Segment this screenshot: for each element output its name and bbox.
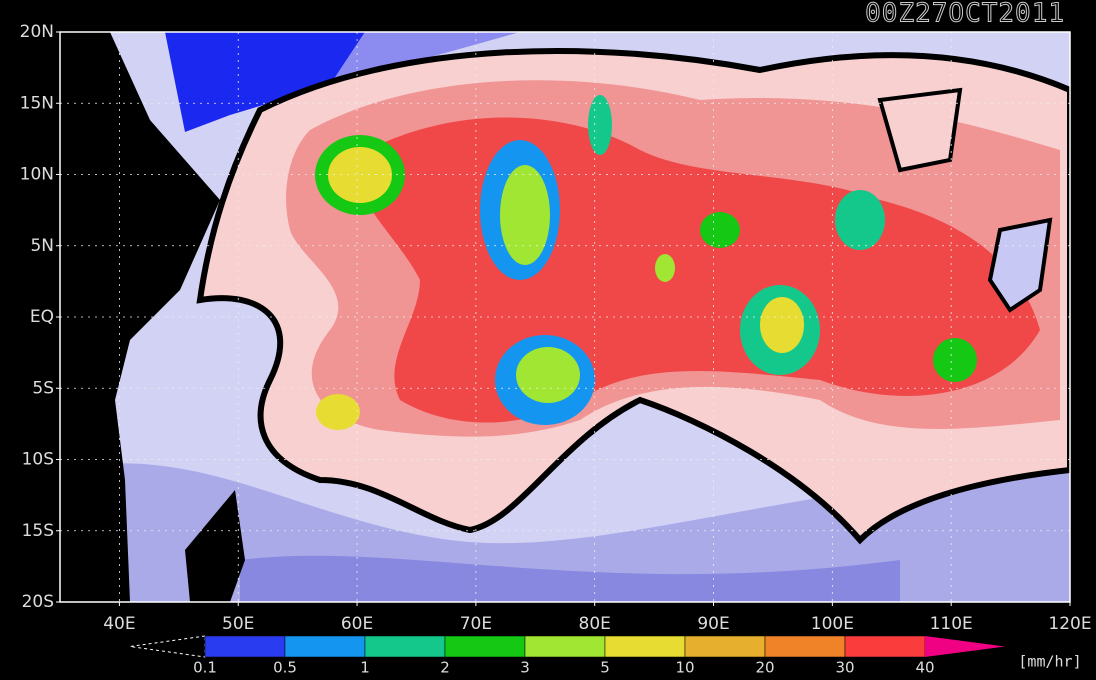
convection-cells [315, 95, 977, 430]
colorbar-label: 5 [600, 659, 610, 677]
colorbar-segment [524, 635, 606, 658]
lat-label: 5S [32, 378, 54, 398]
lon-label: 120E [1048, 614, 1091, 634]
lat-label: 10N [20, 165, 54, 185]
lon-label: 110E [930, 614, 973, 634]
colorbar-label: 30 [835, 659, 854, 677]
colorbar-segment [204, 635, 286, 658]
colorbar-label: 2 [440, 659, 450, 677]
lon-label: 40E [103, 614, 135, 634]
over-triangle [925, 636, 1005, 657]
colorbar-label: 40 [915, 659, 934, 677]
precip-field [60, 32, 1070, 602]
colorbar-segment [364, 635, 446, 658]
lon-label: 70E [460, 614, 492, 634]
map-title: 00Z27OCT2011 [865, 0, 1065, 29]
lon-label: 80E [579, 614, 611, 634]
lon-label: 90E [697, 614, 729, 634]
graticule: 20N 15N 10N 5N EQ 5S 10S 15S 20S 40E 50E 60E 70E 80E 9… [20, 22, 1092, 634]
colorbar-label: 0.1 [193, 659, 217, 677]
map-frame [59, 31, 1071, 603]
colorbar-label: 3 [520, 659, 530, 677]
lat-label: 15N [20, 93, 54, 113]
lat-label: 20N [20, 22, 54, 42]
lon-label: 50E [222, 614, 254, 634]
lat-label: 15S [22, 521, 54, 541]
colorbar-segment [764, 635, 846, 658]
colorbar: 0.1 0.5 1 2 3 5 10 20 30 40 [mm/hr] [129, 635, 1082, 677]
colorbar-unit: [mm/hr] [1018, 653, 1081, 671]
colorbar-segment [284, 635, 366, 658]
lat-label: 5N [30, 236, 54, 256]
colorbar-segment [844, 635, 926, 658]
colorbar-segment [444, 635, 526, 658]
lat-label: 20S [22, 592, 54, 612]
lon-label: 60E [341, 614, 373, 634]
colorbar-label: 1 [360, 659, 370, 677]
colorbar-segment [684, 635, 766, 658]
lat-label: 10S [22, 450, 54, 470]
under-triangle [129, 635, 206, 658]
colorbar-label: 20 [755, 659, 774, 677]
lat-label: EQ [30, 307, 54, 327]
lon-label: 100E [811, 614, 854, 634]
colorbar-label: 10 [675, 659, 694, 677]
colorbar-segment [604, 635, 686, 658]
colorbar-label: 0.5 [273, 659, 297, 677]
